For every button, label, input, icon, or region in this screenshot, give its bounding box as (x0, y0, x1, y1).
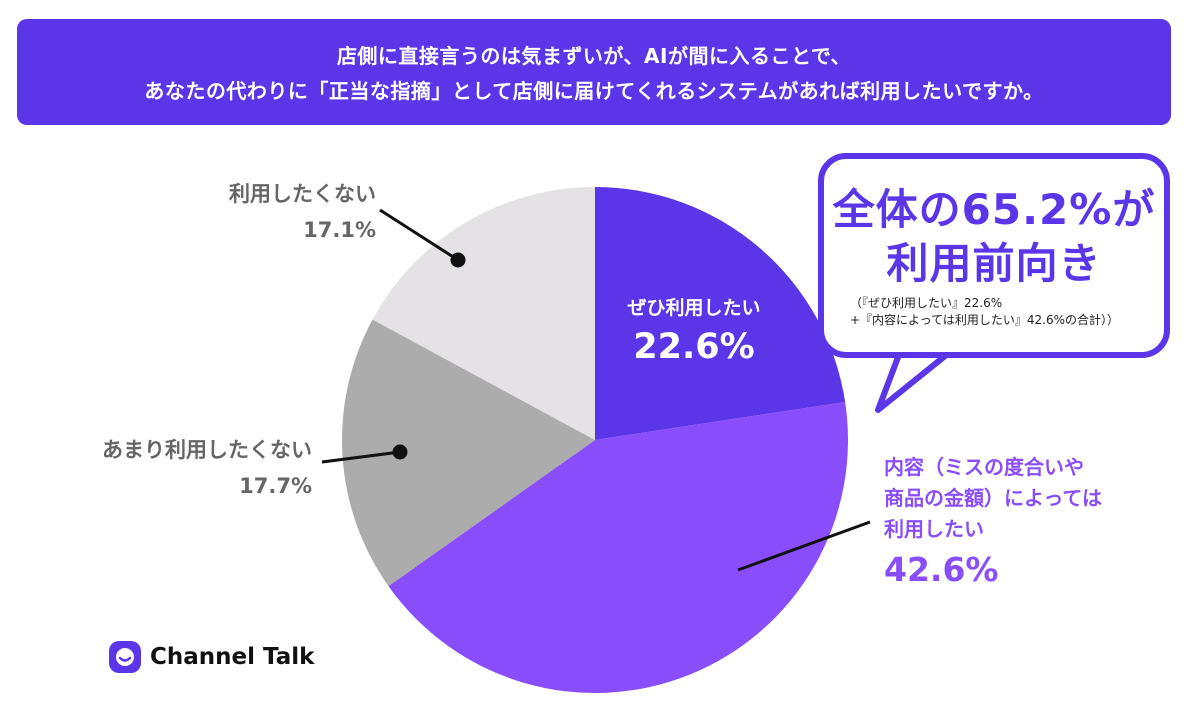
slice-3-value: 17.7% (239, 474, 312, 498)
leader-line-s2 (737, 520, 871, 572)
slice-label-4: 利用したくない 17.1% (180, 176, 376, 248)
slice-2-line-3: 利用したい (884, 517, 984, 541)
callout-line-1: 全体の65.2%が (832, 185, 1156, 234)
callout-note-1: （『ぜひ利用したい』22.6% (850, 296, 1003, 310)
question-line-1: 店側に直接言うのは気まずいが、AIが間に入ることで、 (336, 44, 852, 68)
slice-4-title: 利用したくない (229, 182, 376, 206)
slice-2-line-2: 商品の金額）によっては (884, 486, 1102, 510)
pie-slice-3 (341, 319, 595, 587)
logo-text: Channel Talk (150, 644, 315, 670)
slice-label-3: あまり利用したくない 17.7% (60, 432, 312, 504)
pie-slice-1 (595, 187, 846, 440)
slice-2-value: 42.6% (884, 550, 999, 589)
slice-1-title: ぜひ利用したい (627, 297, 761, 319)
chat-bubble-icon (109, 641, 141, 673)
slice-1-value: 22.6% (633, 327, 755, 367)
leader-dot-s4 (450, 252, 466, 268)
leader-dot-s3 (392, 444, 408, 460)
slice-3-title: あまり利用したくない (102, 438, 312, 462)
slice-4-value: 17.1% (303, 218, 376, 242)
channel-talk-logo: Channel Talk (108, 640, 314, 674)
callout-bubble: 全体の65.2%が 利用前向き （『ぜひ利用したい』22.6% +『内容によって… (818, 153, 1170, 358)
slice-2-line-1: 内容（ミスの度合いや (884, 455, 1084, 479)
leader-line-s4 (379, 208, 459, 262)
leader-line-s3 (321, 450, 401, 464)
question-line-2: あなたの代わりに「正当な指摘」として店側に届けてくれるシステムがあれば利用したい… (144, 79, 1044, 103)
slice-label-1: ぜひ利用したい 22.6% (596, 292, 792, 370)
callout-line-2: 利用前向き (886, 239, 1102, 288)
slice-label-2: 内容（ミスの度合いや 商品の金額）によっては 利用したい 42.6% (884, 452, 1102, 595)
pie-slice-4 (372, 186, 595, 440)
callout-note-2: +『内容によっては利用したい』42.6%の合計）） (850, 313, 1119, 327)
pie-slice-2 (388, 401, 849, 694)
question-banner: 店側に直接言うのは気まずいが、AIが間に入ることで、 あなたの代わりに「正当な指… (17, 19, 1171, 125)
